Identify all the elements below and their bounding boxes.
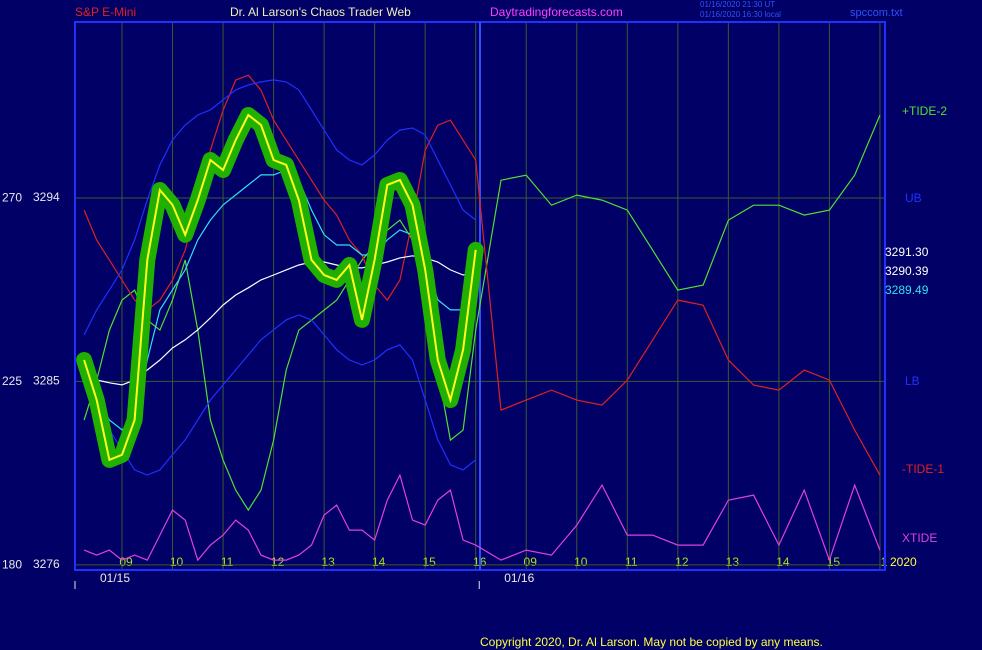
x-tick-label: 10	[170, 555, 184, 569]
x-tick-label: 13	[726, 555, 740, 569]
annotation: 3290.39	[885, 264, 929, 278]
series-line	[83, 79, 477, 336]
series-line	[83, 314, 477, 476]
y-tick-label: 3276	[33, 557, 60, 571]
x-tick-label: 11	[625, 555, 638, 569]
series-line	[83, 74, 881, 476]
series-line	[83, 473, 881, 562]
x-tick-label: 14	[372, 555, 386, 569]
site-title: Dr. Al Larson's Chaos Trader Web	[230, 5, 411, 19]
annotation: 3289.49	[885, 283, 929, 297]
x-tick-label: 12	[271, 555, 285, 569]
x-tick-label: 13	[321, 555, 335, 569]
instrument-title: S&P E-Mini	[75, 5, 136, 19]
y2-tick-label: 270	[2, 190, 22, 204]
annotation: 3291.30	[885, 245, 929, 259]
y2-tick-label: 225	[2, 374, 22, 388]
x-tick-label: 10	[574, 555, 588, 569]
x-tick-label: 09	[119, 555, 133, 569]
series-label: +TIDE-2	[902, 104, 947, 118]
file-name: spccom.txt	[850, 7, 903, 19]
x-tick-label: 14	[776, 555, 790, 569]
annotation: 2020	[890, 555, 917, 569]
site-url: Daytradingforecasts.com	[490, 5, 623, 19]
series-label: UB	[905, 191, 922, 205]
x-tick-label: 15	[422, 555, 436, 569]
y2-tick-label: 180	[2, 557, 22, 571]
timestamp-ut: 01/16/2020 21:30 UT	[700, 0, 775, 9]
series-line	[83, 113, 477, 462]
copyright: Copyright 2020, Dr. Al Larson. May not b…	[480, 635, 823, 649]
timestamp-local: 01/16/2020 16:30 local	[700, 10, 781, 19]
series-label: LB	[905, 374, 920, 388]
y-tick-label: 3285	[33, 374, 60, 388]
x-date-label: 01/15	[100, 571, 130, 585]
x-date-label: 01/16	[504, 571, 534, 585]
series-label: XTIDE	[902, 531, 937, 545]
x-tick-label: 12	[675, 555, 689, 569]
x-tick-label: 11	[221, 555, 234, 569]
series-label: -TIDE-1	[902, 462, 944, 476]
y-tick-label: 3294	[33, 190, 60, 204]
x-tick-label: 09	[524, 555, 538, 569]
series-line	[83, 255, 476, 386]
